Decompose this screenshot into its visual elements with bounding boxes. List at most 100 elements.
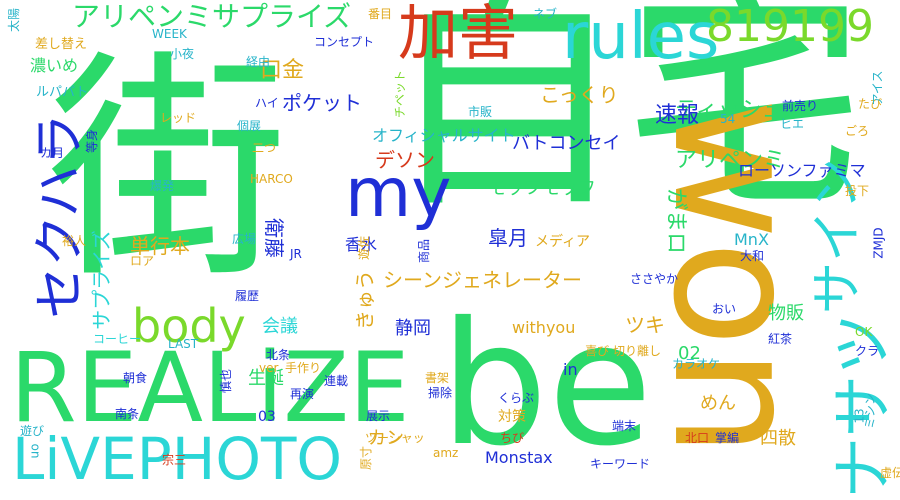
cloud-word: 街 bbox=[48, 30, 289, 310]
cloud-word: JR bbox=[290, 247, 302, 261]
cloud-word: 原寸 bbox=[359, 445, 374, 471]
cloud-word: 経由 bbox=[246, 55, 271, 69]
cloud-word: 手作り bbox=[285, 361, 322, 375]
cloud-word: ネブ bbox=[533, 7, 558, 21]
cloud-word: 番目 bbox=[368, 7, 393, 21]
cloud-word: こっくり bbox=[540, 83, 619, 107]
cloud-word: レッド bbox=[160, 111, 197, 125]
cloud-word: サイン bbox=[808, 157, 869, 315]
cloud-word: 掌編 bbox=[715, 431, 740, 445]
cloud-word: ローソンファミマ bbox=[738, 161, 866, 180]
cloud-word: 濃いめ bbox=[30, 56, 79, 75]
cloud-word: 二つ bbox=[252, 141, 277, 155]
cloud-word: サプライズ bbox=[89, 230, 114, 330]
cloud-word: 紅茶 bbox=[768, 332, 793, 346]
cloud-word: OK bbox=[855, 325, 873, 339]
cloud-word: 自宅 bbox=[385, 0, 866, 240]
cloud-word: 香水 bbox=[345, 235, 378, 254]
cloud-word: 等身 bbox=[85, 128, 100, 154]
cloud-word: チペット bbox=[393, 69, 408, 119]
cloud-word: 展示 bbox=[366, 409, 391, 423]
cloud-word: クラ bbox=[855, 344, 880, 358]
cloud-word: 商品 bbox=[417, 238, 432, 264]
cloud-word: 掃除 bbox=[428, 386, 453, 400]
cloud-word: 物販 bbox=[768, 303, 804, 324]
cloud-word: 遊佐 bbox=[357, 235, 372, 261]
cloud-word: 皐月 bbox=[488, 226, 528, 250]
cloud-word: めん bbox=[700, 393, 736, 414]
cloud-word: きゅう bbox=[353, 270, 377, 330]
cloud-word: MnX bbox=[734, 230, 769, 249]
cloud-word: 13 bbox=[852, 408, 867, 424]
cloud-word: 広場 bbox=[232, 232, 257, 246]
cloud-word: 市販 bbox=[468, 105, 493, 119]
cloud-word: 投下 bbox=[845, 184, 870, 198]
cloud-word: 朝食 bbox=[123, 371, 148, 385]
cloud-word: in bbox=[563, 360, 578, 379]
cloud-word: 個展 bbox=[237, 119, 262, 133]
cloud-word: HARCO bbox=[250, 172, 293, 186]
cloud-word: 虚伝 bbox=[880, 466, 900, 480]
cloud-word: 前売り bbox=[782, 99, 819, 113]
cloud-word: 衛藤 bbox=[262, 218, 286, 258]
cloud-word: 大和 bbox=[740, 249, 765, 263]
cloud-word: 四散 bbox=[760, 428, 796, 449]
cloud-word: ルパパト bbox=[36, 85, 89, 100]
cloud-word: 会議 bbox=[262, 316, 298, 337]
cloud-word: キーワード bbox=[590, 457, 651, 471]
cloud-word: amz bbox=[433, 446, 459, 460]
cloud-word: 連載 bbox=[324, 374, 349, 388]
cloud-word: アリペンミ bbox=[675, 148, 786, 173]
cloud-word: 03 bbox=[258, 409, 276, 425]
cloud-word: LiVEPHOTO bbox=[12, 425, 343, 493]
cloud-word: REALiZE bbox=[10, 332, 410, 444]
cloud-word: 速報 bbox=[655, 103, 700, 128]
cloud-word: おい bbox=[712, 302, 737, 316]
cloud-word: 端末 bbox=[612, 419, 637, 433]
cloud-word: 遊び bbox=[20, 424, 45, 438]
cloud-word: コンセプト bbox=[314, 35, 375, 49]
cloud-word: 爆発 bbox=[150, 179, 175, 193]
cloud-word: ポケット bbox=[282, 91, 362, 115]
cloud-word: 生誕 bbox=[248, 368, 284, 389]
cloud-word: ver bbox=[259, 361, 279, 375]
cloud-word: 02 bbox=[678, 343, 701, 364]
cloud-word: 喜び bbox=[585, 344, 610, 358]
cloud-word: WEEK bbox=[152, 27, 187, 41]
cloud-word: 履歴 bbox=[235, 289, 260, 303]
cloud-word: 静岡 bbox=[395, 318, 431, 339]
cloud-word: くらぶ bbox=[498, 391, 535, 405]
cloud-word: カ月 bbox=[40, 146, 65, 160]
cloud-word: 書架 bbox=[425, 371, 450, 385]
cloud-word: withyou bbox=[512, 318, 576, 337]
cloud-word: 小夜 bbox=[170, 47, 195, 61]
cloud-word: 加害 bbox=[398, 0, 518, 69]
cloud-word: Monstax bbox=[485, 448, 553, 467]
cloud-word: アリペンミサプライズ bbox=[72, 0, 352, 33]
cloud-word: 宗三 bbox=[162, 453, 187, 467]
cloud-word: 54 bbox=[720, 112, 736, 126]
cloud-word: モッフモッフ bbox=[488, 178, 596, 199]
cloud-word: 慎也 bbox=[219, 368, 234, 394]
cloud-word: 裕人 bbox=[62, 234, 87, 248]
cloud-word: 太陽 bbox=[7, 7, 22, 33]
cloud-word: たび bbox=[858, 97, 883, 111]
cloud-word: アイス bbox=[870, 70, 885, 106]
cloud-word: カラオケ bbox=[672, 357, 721, 371]
cloud-word: ヒエ bbox=[780, 117, 805, 131]
cloud-word: シーンジェネレーター bbox=[383, 268, 582, 292]
cloud-word: 北口 bbox=[685, 431, 710, 445]
cloud-word: ハイ bbox=[255, 96, 279, 110]
cloud-word: オフィシャルサイト bbox=[372, 126, 516, 145]
cloud-word: ツキ bbox=[625, 313, 665, 337]
cloud-word: コーヒー bbox=[93, 332, 142, 346]
cloud-word: ちび bbox=[500, 431, 525, 445]
cloud-word: 差し替え bbox=[35, 37, 88, 52]
cloud-word: がまロ bbox=[663, 187, 689, 255]
cloud-word: メディア bbox=[535, 234, 591, 250]
cloud-word: 切り離し bbox=[613, 344, 662, 358]
cloud-word: ティッシュ bbox=[675, 98, 784, 123]
cloud-word: セクハラ bbox=[30, 113, 91, 319]
cloud-word: カン bbox=[368, 428, 404, 449]
